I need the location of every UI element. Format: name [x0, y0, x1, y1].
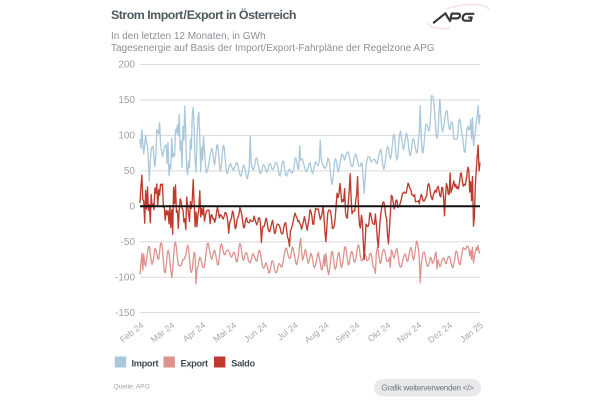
svg-text:50: 50 — [124, 166, 136, 177]
svg-text:Import: Import — [132, 358, 159, 368]
svg-text:-150: -150 — [115, 308, 135, 319]
svg-text:Grafik weiterverwenden </>: Grafik weiterverwenden </> — [381, 383, 474, 392]
svg-text:In den letzten 12 Monaten, in: In den letzten 12 Monaten, in GWh — [111, 31, 266, 42]
svg-text:Saldo: Saldo — [231, 358, 255, 368]
svg-text:200: 200 — [118, 60, 135, 71]
svg-text:150: 150 — [118, 95, 135, 106]
svg-text:-100: -100 — [115, 272, 135, 283]
svg-text:0: 0 — [129, 202, 135, 213]
svg-text:-50: -50 — [121, 237, 136, 248]
svg-text:Tagesenergie auf Basis der Imp: Tagesenergie auf Basis der Import/Export… — [111, 43, 435, 54]
svg-text:Quelle: APG: Quelle: APG — [114, 384, 150, 391]
svg-text:Strom Import / Export in Öster: Strom Import / Export in Österreich — [111, 7, 296, 22]
svg-text:Export: Export — [181, 358, 209, 368]
svg-text:100: 100 — [118, 131, 135, 142]
